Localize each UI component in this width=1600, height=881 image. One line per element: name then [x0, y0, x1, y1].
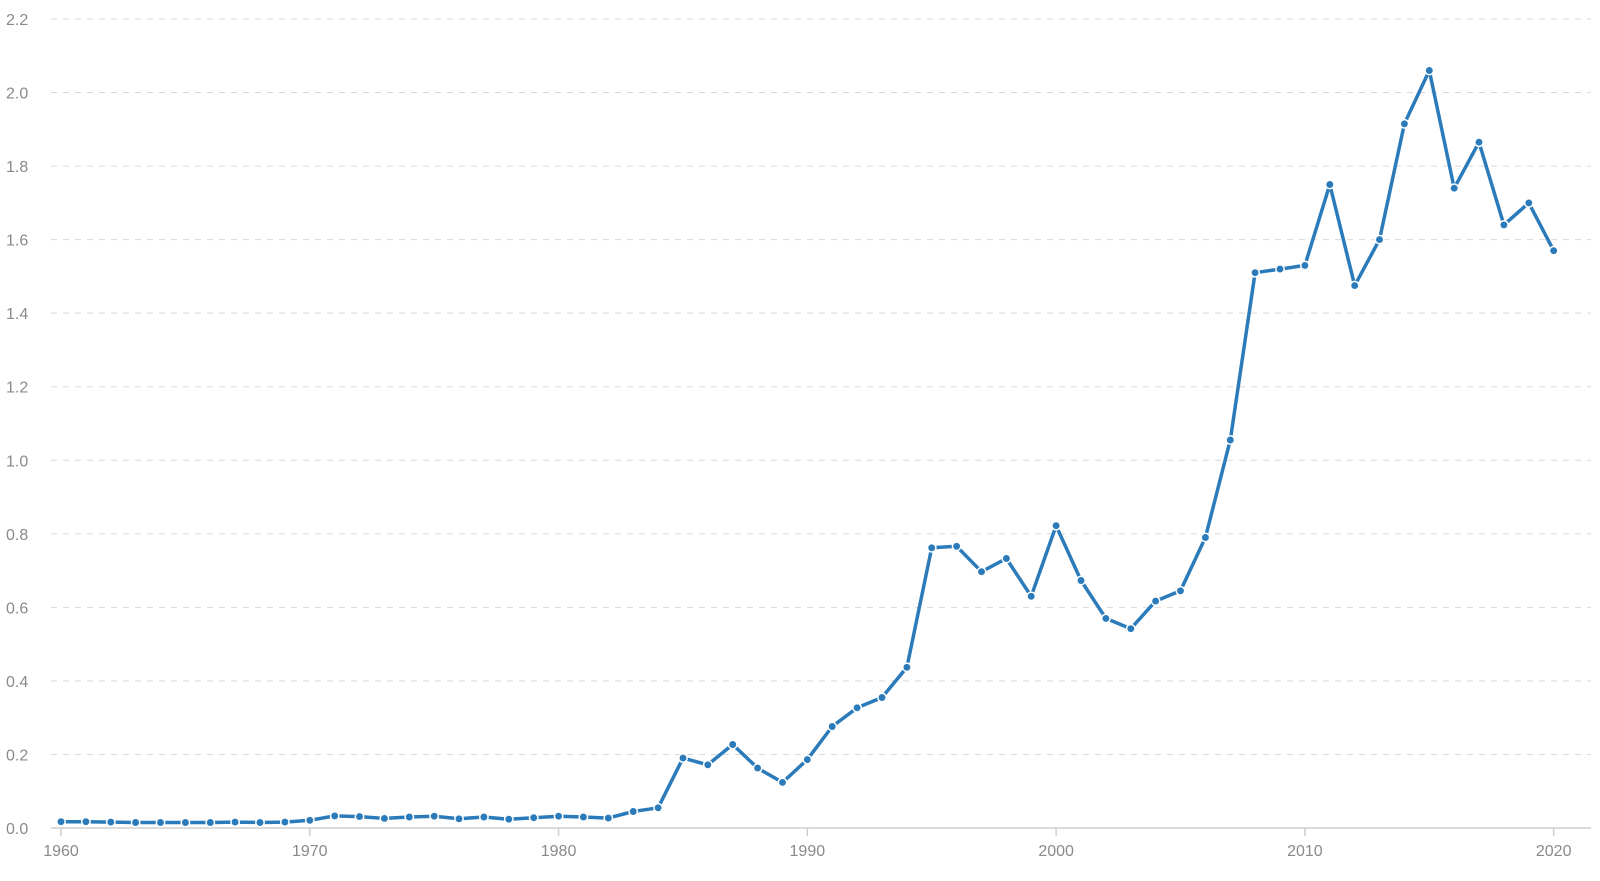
- x-tick-label: 2020: [1536, 843, 1572, 860]
- data-point[interactable]: [205, 817, 216, 828]
- x-tick-label: 2010: [1287, 843, 1323, 860]
- data-point[interactable]: [1076, 575, 1086, 586]
- data-point[interactable]: [852, 702, 863, 713]
- data-point[interactable]: [1150, 596, 1161, 607]
- data-point[interactable]: [304, 815, 315, 826]
- data-point[interactable]: [777, 777, 788, 788]
- data-point[interactable]: [901, 662, 912, 673]
- data-point[interactable]: [155, 817, 166, 828]
- data-point[interactable]: [255, 817, 265, 828]
- data-point[interactable]: [528, 812, 539, 823]
- x-axis: 1960 1970 1980 1990 2000 2010 2020: [43, 827, 1591, 860]
- data-point[interactable]: [279, 817, 290, 828]
- data-point[interactable]: [702, 759, 713, 770]
- data-point[interactable]: [877, 692, 887, 703]
- y-tick-label: 0.6: [6, 600, 28, 617]
- data-point[interactable]: [752, 763, 763, 774]
- data-point[interactable]: [603, 813, 614, 824]
- data-point[interactable]: [1324, 179, 1335, 190]
- data-point[interactable]: [827, 721, 838, 732]
- data-point[interactable]: [454, 813, 464, 824]
- data-point[interactable]: [80, 816, 91, 827]
- data-point[interactable]: [951, 541, 962, 552]
- data-point[interactable]: [1200, 532, 1211, 543]
- data-point[interactable]: [628, 806, 639, 817]
- data-point[interactable]: [1424, 65, 1435, 76]
- data-point[interactable]: [1125, 623, 1136, 634]
- data-point[interactable]: [678, 753, 688, 764]
- data-point[interactable]: [1548, 245, 1559, 256]
- data-point[interactable]: [653, 802, 664, 813]
- y-tick-label: 0.8: [6, 527, 28, 544]
- x-tick-label: 2000: [1038, 843, 1074, 860]
- data-point[interactable]: [1449, 183, 1460, 194]
- data-point[interactable]: [429, 811, 440, 822]
- y-tick-label: 1.0: [6, 453, 28, 470]
- y-tick-label: 0.0: [6, 821, 28, 838]
- x-tick-label: 1980: [541, 843, 577, 860]
- data-point[interactable]: [1001, 553, 1012, 564]
- data-point[interactable]: [105, 817, 116, 828]
- data-point[interactable]: [802, 754, 813, 765]
- data-point[interactable]: [1051, 520, 1062, 531]
- y-tick-label: 0.4: [6, 674, 28, 691]
- data-point[interactable]: [1225, 435, 1236, 445]
- data-point[interactable]: [1399, 118, 1410, 129]
- y-tick-label: 0.2: [6, 747, 28, 764]
- data-point[interactable]: [180, 817, 191, 828]
- data-point[interactable]: [1100, 613, 1111, 624]
- data-point[interactable]: [578, 812, 589, 822]
- data-point[interactable]: [1250, 267, 1261, 278]
- data-point[interactable]: [727, 739, 738, 750]
- data-point[interactable]: [1175, 585, 1186, 596]
- y-axis-tick-labels: 0.0 0.2 0.4 0.6 0.8 1.0 1.2 1.4 1.6 1.8 2.0 2.2: [6, 12, 28, 838]
- data-point[interactable]: [478, 812, 489, 822]
- data-point[interactable]: [1374, 234, 1385, 245]
- y-tick-label: 1.4: [6, 306, 28, 323]
- data-point[interactable]: [56, 816, 66, 827]
- x-tick-label: 1960: [43, 843, 79, 860]
- grid-lines: [51, 18, 1591, 755]
- data-point[interactable]: [230, 817, 241, 828]
- data-point[interactable]: [379, 813, 390, 824]
- data-point[interactable]: [1498, 219, 1509, 230]
- data-point[interactable]: [503, 814, 514, 825]
- data-point[interactable]: [976, 566, 987, 577]
- y-tick-label: 2.2: [6, 12, 28, 29]
- data-point[interactable]: [130, 817, 141, 828]
- data-point[interactable]: [553, 811, 564, 822]
- data-point[interactable]: [1026, 591, 1037, 602]
- data-point[interactable]: [1349, 280, 1360, 291]
- x-tick-label: 1970: [292, 843, 328, 860]
- data-point[interactable]: [1523, 197, 1534, 208]
- y-tick-label: 1.6: [6, 233, 28, 250]
- x-tick-label: 1990: [790, 843, 826, 860]
- data-point[interactable]: [1299, 260, 1310, 271]
- data-point[interactable]: [1275, 264, 1285, 275]
- series-layer: [56, 65, 1559, 828]
- data-point[interactable]: [354, 811, 365, 822]
- data-point[interactable]: [926, 542, 937, 553]
- data-point[interactable]: [329, 810, 340, 821]
- data-point[interactable]: [404, 812, 415, 822]
- y-tick-label: 1.8: [6, 159, 28, 176]
- data-point[interactable]: [1474, 137, 1484, 148]
- y-tick-label: 1.2: [6, 380, 28, 397]
- y-tick-label: 2.0: [6, 86, 28, 103]
